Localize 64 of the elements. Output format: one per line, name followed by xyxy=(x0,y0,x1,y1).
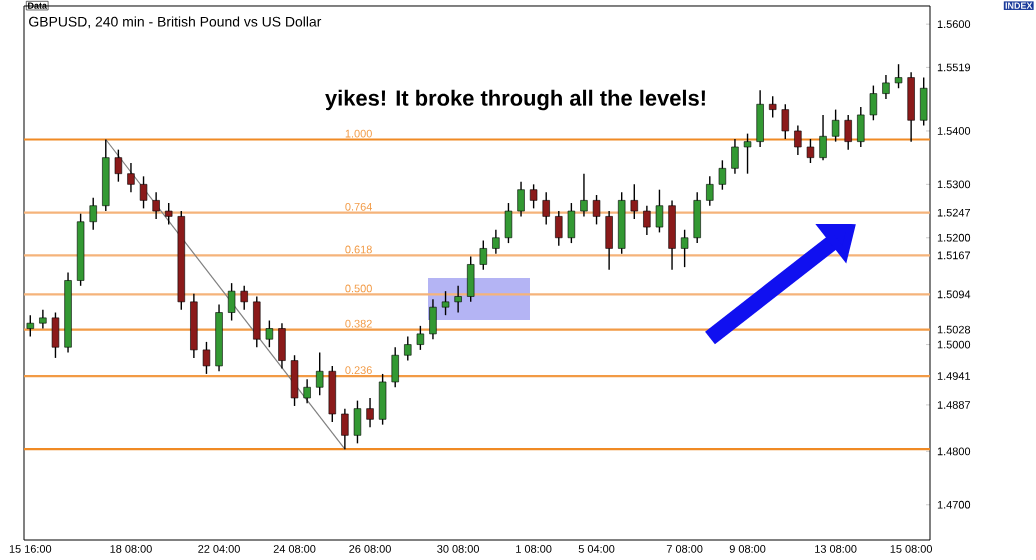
candlestick xyxy=(127,162,135,194)
candlestick xyxy=(391,346,399,388)
candlestick xyxy=(592,194,601,226)
candlestick xyxy=(454,285,462,314)
candlestick xyxy=(567,202,576,244)
candlestick xyxy=(378,373,387,426)
candlestick xyxy=(857,106,865,148)
candlestick xyxy=(366,397,374,429)
candlestick xyxy=(441,290,450,316)
candlestick xyxy=(668,199,676,271)
candlestick xyxy=(416,325,425,351)
candlestick xyxy=(114,148,123,183)
candlestick xyxy=(643,205,651,236)
candlestick xyxy=(794,124,802,156)
candlestick xyxy=(756,89,764,148)
candlestick xyxy=(139,175,148,210)
candlestick xyxy=(504,202,513,244)
candlestick xyxy=(907,71,915,143)
candlestick xyxy=(341,407,349,450)
candlestick xyxy=(290,354,299,407)
candlestick xyxy=(894,63,903,89)
candlestick xyxy=(819,114,827,162)
candlestick xyxy=(353,399,362,445)
candlestick xyxy=(39,309,47,330)
candlestick xyxy=(731,138,739,175)
candlestick xyxy=(869,84,878,121)
candlestick xyxy=(240,285,248,311)
candlestick xyxy=(806,138,815,164)
annotation: yikes! It broke through all the levels! xyxy=(325,89,705,111)
candlestick xyxy=(781,103,789,140)
candlestick xyxy=(706,175,714,207)
candlestick xyxy=(580,172,588,218)
candlestick xyxy=(479,239,487,271)
candlestick xyxy=(680,229,689,268)
candlestick xyxy=(517,180,525,218)
candlestick xyxy=(831,108,840,143)
candlestick xyxy=(693,191,701,244)
candlestick xyxy=(202,341,211,375)
candlestick xyxy=(227,282,236,322)
candlestick xyxy=(429,298,437,340)
candlestick xyxy=(769,95,777,119)
candlestick xyxy=(492,229,500,255)
candlestick xyxy=(529,183,538,210)
candlestick xyxy=(718,159,727,191)
candlestick xyxy=(89,197,97,231)
candlestick xyxy=(152,191,160,220)
candlestick xyxy=(303,378,311,404)
candlestick xyxy=(51,311,60,359)
candlestick xyxy=(743,132,752,175)
candlestick xyxy=(555,210,563,247)
candlestick xyxy=(655,189,664,234)
candlestick xyxy=(630,183,638,220)
candlestick xyxy=(882,74,890,100)
candlestick xyxy=(844,114,852,151)
candlestick xyxy=(404,335,412,362)
candlestick xyxy=(253,295,261,348)
candlestick xyxy=(316,351,324,396)
candlestick xyxy=(265,319,274,348)
candlestick xyxy=(328,365,336,423)
candlestick xyxy=(278,322,286,370)
candlestick xyxy=(605,210,613,271)
candlestick xyxy=(467,255,475,303)
candlestick xyxy=(165,202,173,226)
candlestick xyxy=(542,191,550,226)
